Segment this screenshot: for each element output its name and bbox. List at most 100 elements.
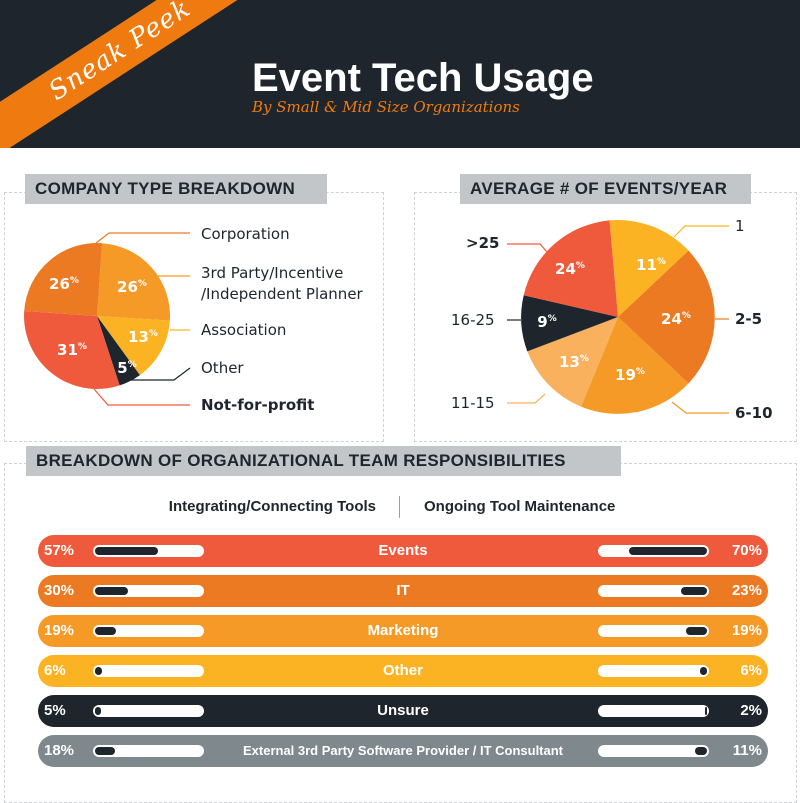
row-marketing: 19% Marketing 19% [38,615,768,647]
row-other: 6% Other 6% [38,655,768,687]
leader-6-10 [671,401,729,414]
pct-16-25: 9% [537,313,557,331]
maintenance-fill [629,547,707,555]
pct-not-for-profit: 31% [57,341,87,359]
integrating-fill [95,547,159,555]
pct-2-5: 24% [661,310,691,328]
maintenance-track [598,705,709,717]
row-unsure: 5% Unsure 2% [38,695,768,727]
integrating-fill [95,747,115,755]
header-banner: Sneak Peek Event Tech Usage By Small & M… [0,0,800,148]
company-type-title: COMPANY TYPE BREAKDOWN [25,174,327,204]
maintenance-value: 19% [731,622,762,639]
pct-6-10: 19% [615,366,645,384]
page-title: Event Tech Usage [252,56,594,100]
slice-11-15 [527,317,618,407]
row-events: 57% Events 70% [38,535,768,567]
pct-other: 5% [117,359,137,377]
leader-not-for-profit [93,388,190,406]
pct-11-15: 13% [559,353,589,371]
integrating-track [93,625,204,637]
integrating-fill [95,627,117,635]
integrating-fill [95,707,101,715]
slice-other [97,316,140,386]
row-label: Unsure [377,702,429,719]
integrating-value: 57% [44,542,75,559]
slice-2-5 [618,250,715,384]
label-over-25: >25 [466,234,500,252]
responsibilities-legend: Integrating/Connecting Tools Ongoing Too… [0,496,800,518]
maintenance-value: 11% [732,742,762,759]
maintenance-value: 70% [731,542,762,559]
maintenance-value: 2% [740,702,762,719]
integrating-value: 5% [44,702,66,719]
integrating-track [93,585,204,597]
events-per-year-title: AVERAGE # OF EVENTS/YEAR [460,174,751,204]
pct-third-party: 26% [117,278,147,296]
integrating-value: 18% [44,742,75,759]
leader-other [128,367,191,381]
legend-integrating: Integrating/Connecting Tools [168,498,376,515]
leader-over-25 [507,243,548,253]
row-label: IT [396,582,410,599]
integrating-track [93,745,204,757]
label-16-25: 16-25 [451,311,495,329]
maintenance-fill [681,587,707,595]
leader-1 [673,225,729,238]
leader-corporation [95,232,190,244]
maintenance-track [598,665,709,677]
maintenance-value: 23% [731,582,762,599]
leader-11-15 [507,393,546,404]
label-6-10: 6-10 [735,404,773,422]
slice-association [97,316,170,376]
maintenance-track [598,585,709,597]
integrating-value: 6% [44,662,66,679]
row-label: Marketing [367,622,439,639]
slice-over-25 [523,220,618,317]
pct-over-25: 24% [555,260,585,278]
legend-divider [399,496,400,518]
maintenance-fill [700,667,707,675]
integrating-fill [95,667,102,675]
label-other: Other [201,359,244,377]
row-label: Events [378,542,428,559]
label-2-5: 2-5 [735,310,763,328]
integrating-fill [95,587,129,595]
label-association: Association [201,321,287,339]
integrating-track [93,705,204,717]
page-subtitle: By Small & Mid Size Organizations [252,98,520,116]
maintenance-track [598,545,709,557]
slice-not-for-profit [24,311,120,389]
slice-corporation [24,243,103,316]
row-it: 30% IT 23% [38,575,768,607]
integrating-track [93,665,204,677]
maintenance-fill [685,627,707,635]
maintenance-track [598,745,709,757]
label-third-party-2: /Independent Planner [201,285,363,303]
label-not-for-profit: Not-for-profit [201,396,315,414]
maintenance-value: 6% [740,662,762,679]
legend-maintenance: Ongoing Tool Maintenance [424,498,616,515]
pct-corporation: 26% [49,275,79,293]
maintenance-track [598,625,709,637]
row-label: Other [382,662,423,679]
slice-1 [609,220,689,317]
label-corporation: Corporation [201,225,290,243]
label-11-15: 11-15 [451,394,495,412]
maintenance-fill [704,707,707,715]
slice-6-10 [581,317,689,414]
pct-association: 13% [128,328,158,346]
slice-16-25 [521,295,618,352]
row-label: External 3rd Party Software Provider / I… [242,743,564,758]
row-external-provider: 18% External 3rd Party Software Provider… [38,735,768,767]
integrating-value: 30% [44,582,75,599]
slice-third-party [97,243,171,321]
label-third-party-1: 3rd Party/Incentive [201,264,344,282]
integrating-track [93,545,204,557]
events-per-year-pie [507,220,729,414]
company-type-pie [24,232,191,406]
integrating-value: 19% [44,622,75,639]
responsibilities-title: BREAKDOWN OF ORGANIZATIONAL TEAM RESPONS… [26,446,621,476]
maintenance-fill [694,747,707,755]
